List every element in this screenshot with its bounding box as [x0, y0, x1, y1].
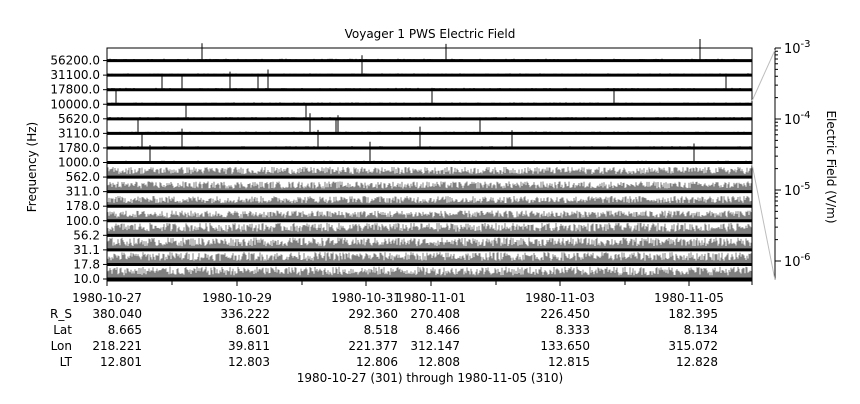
channel-row-1780.0: 1780.0 [58, 126, 752, 155]
ephemeris-value: 292.360 [348, 307, 398, 321]
ephemeris-label: R_S [50, 307, 72, 321]
z-leader-top [751, 49, 776, 102]
z-tick-label: 10-5 [784, 181, 811, 199]
ephemeris-value: 12.806 [356, 355, 398, 369]
channel-row-311.0: 311.0 [66, 181, 752, 199]
ephemeris-value: 380.040 [92, 307, 142, 321]
channel-row-1000.0: 1000.0 [58, 141, 752, 170]
y-tick-label: 10.0 [73, 272, 100, 286]
channel-trace-562.0 [107, 166, 752, 178]
ephemeris-value: 221.377 [348, 339, 398, 353]
y-tick-label: 56200.0 [50, 54, 100, 68]
ephemeris-value: 182.395 [668, 307, 718, 321]
x-tick-label: 1980-11-03 [525, 291, 595, 305]
ephemeris-value: 133.650 [540, 339, 590, 353]
x-tick-label: 1980-10-29 [202, 291, 272, 305]
y-tick-label: 311.0 [66, 185, 100, 199]
ephemeris-value: 8.134 [684, 323, 718, 337]
y-tick-label: 5620.0 [58, 112, 100, 126]
channel-row-31100.0: 31100.0 [50, 55, 752, 82]
y-tick-label: 100.0 [66, 214, 100, 228]
x-tick-label: 1980-10-31 [331, 291, 401, 305]
ephemeris-value: 270.408 [410, 307, 460, 321]
z-axis-label: Electric Field (V/m) [824, 110, 838, 223]
channel-trace-5620.0 [107, 104, 751, 119]
x-tick-label: 1980-10-27 [72, 291, 142, 305]
channel-row-178.0: 178.0 [66, 196, 752, 213]
y-tick-label: 3110.0 [58, 126, 100, 140]
ephemeris-value: 8.466 [426, 323, 460, 337]
y-tick-label: 17.8 [73, 257, 100, 271]
channel-trace-31.1 [107, 237, 752, 250]
z-tick-label: 10-4 [784, 110, 811, 128]
x-tick-label: 1980-11-05 [654, 291, 724, 305]
channel-row-17800.0: 17800.0 [50, 69, 752, 97]
ephemeris-value: 12.828 [676, 355, 718, 369]
ephemeris-value: 8.333 [556, 323, 590, 337]
channel-trace-31100.0 [107, 55, 751, 76]
ephemeris-value: 226.450 [540, 307, 590, 321]
ephemeris-value: 8.601 [236, 323, 270, 337]
channel-trace-1000.0 [107, 141, 751, 163]
z-tick-label: 10-3 [784, 39, 811, 57]
x-tick-label: 1980-11-01 [396, 291, 466, 305]
ephemeris-value: 12.808 [418, 355, 460, 369]
z-leader-bottom [751, 163, 776, 281]
channel-trace-311.0 [107, 181, 752, 192]
y-tick-label: 10000.0 [50, 97, 100, 111]
channel-row-56.2: 56.2 [73, 222, 752, 242]
y-tick-label: 31.1 [73, 243, 100, 257]
y-axis-label: Frequency (Hz) [25, 122, 39, 213]
channel-trace-56.2 [107, 222, 752, 236]
channel-trace-17800.0 [107, 69, 751, 90]
channel-row-17.8: 17.8 [73, 252, 752, 271]
ephemeris-value: 336.222 [220, 307, 270, 321]
ephemeris-label: Lon [51, 339, 72, 353]
channel-trace-178.0 [107, 196, 752, 207]
chart-title: Voyager 1 PWS Electric Field [345, 27, 516, 41]
channel-trace-56200.0 [107, 39, 751, 61]
channel-trace-10.0 [107, 266, 752, 279]
channel-row-562.0: 562.0 [66, 166, 752, 184]
channel-row-3110.0: 3110.0 [58, 113, 752, 140]
ephemeris-label: LT [60, 355, 73, 369]
ephemeris-value: 12.803 [228, 355, 270, 369]
ephemeris-value: 12.815 [548, 355, 590, 369]
y-tick-label: 178.0 [66, 199, 100, 213]
channel-row-10.0: 10.0 [73, 266, 752, 286]
ephemeris-value: 8.518 [364, 323, 398, 337]
y-tick-label: 17800.0 [50, 83, 100, 97]
y-tick-label: 1780.0 [58, 141, 100, 155]
ephemeris-value: 218.221 [92, 339, 142, 353]
ephemeris-value: 12.801 [100, 355, 142, 369]
footer-label: 1980-10-27 (301) through 1980-11-05 (310… [297, 371, 563, 385]
channel-trace-100.0 [107, 210, 752, 221]
y-tick-label: 1000.0 [58, 156, 100, 170]
channel-row-5620.0: 5620.0 [58, 104, 752, 126]
channel-row-31.1: 31.1 [73, 237, 752, 257]
ephemeris-value: 8.665 [108, 323, 142, 337]
ephemeris-value: 312.147 [410, 339, 460, 353]
ephemeris-value: 315.072 [668, 339, 718, 353]
y-tick-label: 562.0 [66, 170, 100, 184]
channel-row-100.0: 100.0 [66, 210, 752, 228]
y-tick-label: 31100.0 [50, 68, 100, 82]
channel-row-10000.0: 10000.0 [50, 88, 752, 111]
channel-row-56200.0: 56200.0 [50, 39, 752, 68]
z-tick-label: 10-6 [784, 252, 811, 270]
y-tick-label: 56.2 [73, 228, 100, 242]
ephemeris-label: Lat [53, 323, 72, 337]
channel-trace-1780.0 [107, 126, 751, 148]
channel-trace-17.8 [107, 252, 752, 265]
ephemeris-value: 39.811 [228, 339, 270, 353]
channel-trace-3110.0 [107, 113, 751, 134]
